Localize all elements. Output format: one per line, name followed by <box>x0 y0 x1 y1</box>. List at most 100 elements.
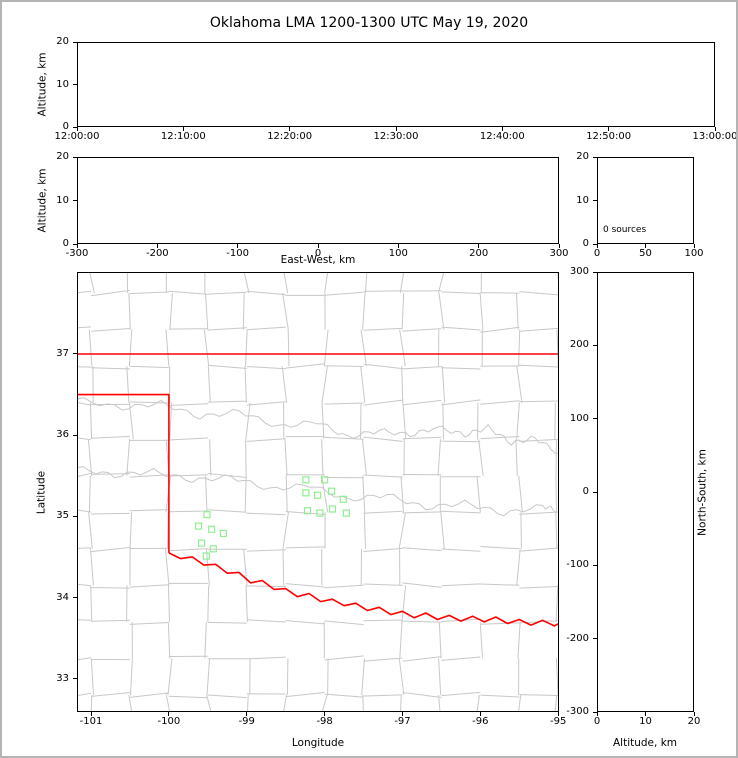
tick-mark <box>593 491 597 493</box>
map-ylabel: Latitude <box>35 470 48 515</box>
tick-mark <box>593 638 597 640</box>
axes-frame <box>597 157 694 244</box>
lma-station-marker <box>219 529 227 537</box>
tick-mark <box>558 244 560 248</box>
tick-mark <box>246 712 248 716</box>
y-tick-label: 100 <box>569 412 589 424</box>
y-tick-label: 33 <box>56 672 69 684</box>
tick-mark <box>593 344 597 346</box>
histogram-annotation: 0 sources <box>603 225 647 235</box>
tick-mark <box>401 712 403 716</box>
x-tick-label: -300 <box>65 248 89 259</box>
tick-mark <box>693 712 695 716</box>
x-tick-label: -97 <box>394 716 411 727</box>
lma-station-marker <box>342 509 350 517</box>
tick-mark <box>395 127 397 131</box>
tick-mark <box>593 243 597 245</box>
tick-mark <box>478 244 480 248</box>
x-tick-label: -100 <box>157 716 181 727</box>
y-tick-label: 200 <box>569 339 589 351</box>
tick-mark <box>76 244 78 248</box>
tick-mark <box>156 244 158 248</box>
y-tick-label: 0 <box>62 238 69 249</box>
x-tick-label: -100 <box>226 248 249 259</box>
tick-mark <box>73 200 77 201</box>
x-tick-label: 13:00:00 <box>692 131 738 142</box>
tick-mark <box>182 127 184 131</box>
tick-mark <box>324 712 326 716</box>
lma-station-marker <box>194 522 203 530</box>
lma-station-marker <box>321 476 329 484</box>
y-tick-label: 0 <box>582 238 589 249</box>
y-tick-label: -100 <box>566 559 589 571</box>
tick-mark <box>596 244 598 248</box>
tick-mark <box>168 712 170 716</box>
y-tick-label: 0 <box>582 486 589 497</box>
figure-title: Oklahoma LMA 1200-1300 UTC May 19, 2020 <box>209 15 529 31</box>
tick-mark <box>73 678 77 680</box>
county-boundaries <box>77 272 559 712</box>
x-tick-label: -98 <box>316 716 333 727</box>
tick-mark <box>645 712 646 716</box>
axes-frame <box>77 272 559 712</box>
tick-mark <box>645 244 646 248</box>
x-tick-label: -96 <box>472 716 489 727</box>
x-tick-label: 12:50:00 <box>586 131 632 142</box>
x-tick-label: 0 <box>593 248 601 259</box>
x-tick-label: 100 <box>684 248 704 259</box>
y-tick-label: 20 <box>56 36 69 47</box>
y-tick-label: 300 <box>569 266 589 277</box>
tick-mark <box>596 712 598 716</box>
y-tick-label: -300 <box>566 706 589 717</box>
tick-mark <box>73 597 77 599</box>
tick-mark <box>593 271 597 273</box>
tick-mark <box>501 127 503 131</box>
x-tick-label: -99 <box>238 716 255 727</box>
north-south-altitude-panel <box>597 272 694 712</box>
y-tick-label: 35 <box>56 510 69 522</box>
x-tick-label: 300 <box>549 248 569 259</box>
tick-mark <box>73 41 77 43</box>
source-histogram-panel <box>597 157 694 244</box>
map-panel <box>77 272 559 712</box>
x-tick-label: 20 <box>687 716 701 727</box>
x-tick-label: 50 <box>639 248 652 259</box>
tick-mark <box>90 712 92 716</box>
y-tick-label: 10 <box>56 78 69 90</box>
ew-panel-xlabel: East-West, km <box>280 254 356 266</box>
y-tick-label: 36 <box>56 429 69 441</box>
lma-station-marker <box>202 552 210 560</box>
x-tick-label: 12:40:00 <box>479 131 525 142</box>
tick-mark <box>73 353 77 355</box>
x-tick-label: 200 <box>469 248 489 259</box>
tick-mark <box>479 712 481 716</box>
x-tick-label: 100 <box>388 248 408 259</box>
x-tick-label: -95 <box>550 716 567 727</box>
tick-mark <box>593 711 597 713</box>
y-tick-label: 0 <box>62 121 69 132</box>
state-border <box>77 353 559 627</box>
tick-mark <box>608 127 610 131</box>
tick-mark <box>289 127 291 131</box>
axes-frame <box>77 42 715 127</box>
ns-panel-ylabel: North-South, km <box>696 449 709 536</box>
lma-station-marker <box>328 505 336 513</box>
tick-mark <box>73 515 77 517</box>
y-tick-label: -200 <box>566 632 589 644</box>
x-tick-label: 10 <box>639 716 652 727</box>
tick-mark <box>73 243 77 245</box>
axes-frame <box>77 157 559 244</box>
lma-station-marker <box>209 545 217 553</box>
x-tick-label: 12:00:00 <box>54 131 100 142</box>
lma-station-marker <box>314 491 322 499</box>
y-tick-label: 10 <box>56 194 69 206</box>
lma-station-marker <box>302 489 310 497</box>
lma-station-marker <box>208 525 216 533</box>
east-west-altitude-panel <box>77 157 559 244</box>
y-tick-label: 20 <box>56 151 69 162</box>
y-tick-label: 37 <box>56 347 69 359</box>
tick-mark <box>237 244 239 248</box>
lma-station-marker <box>303 507 312 515</box>
x-tick-label: 12:10:00 <box>160 131 206 142</box>
